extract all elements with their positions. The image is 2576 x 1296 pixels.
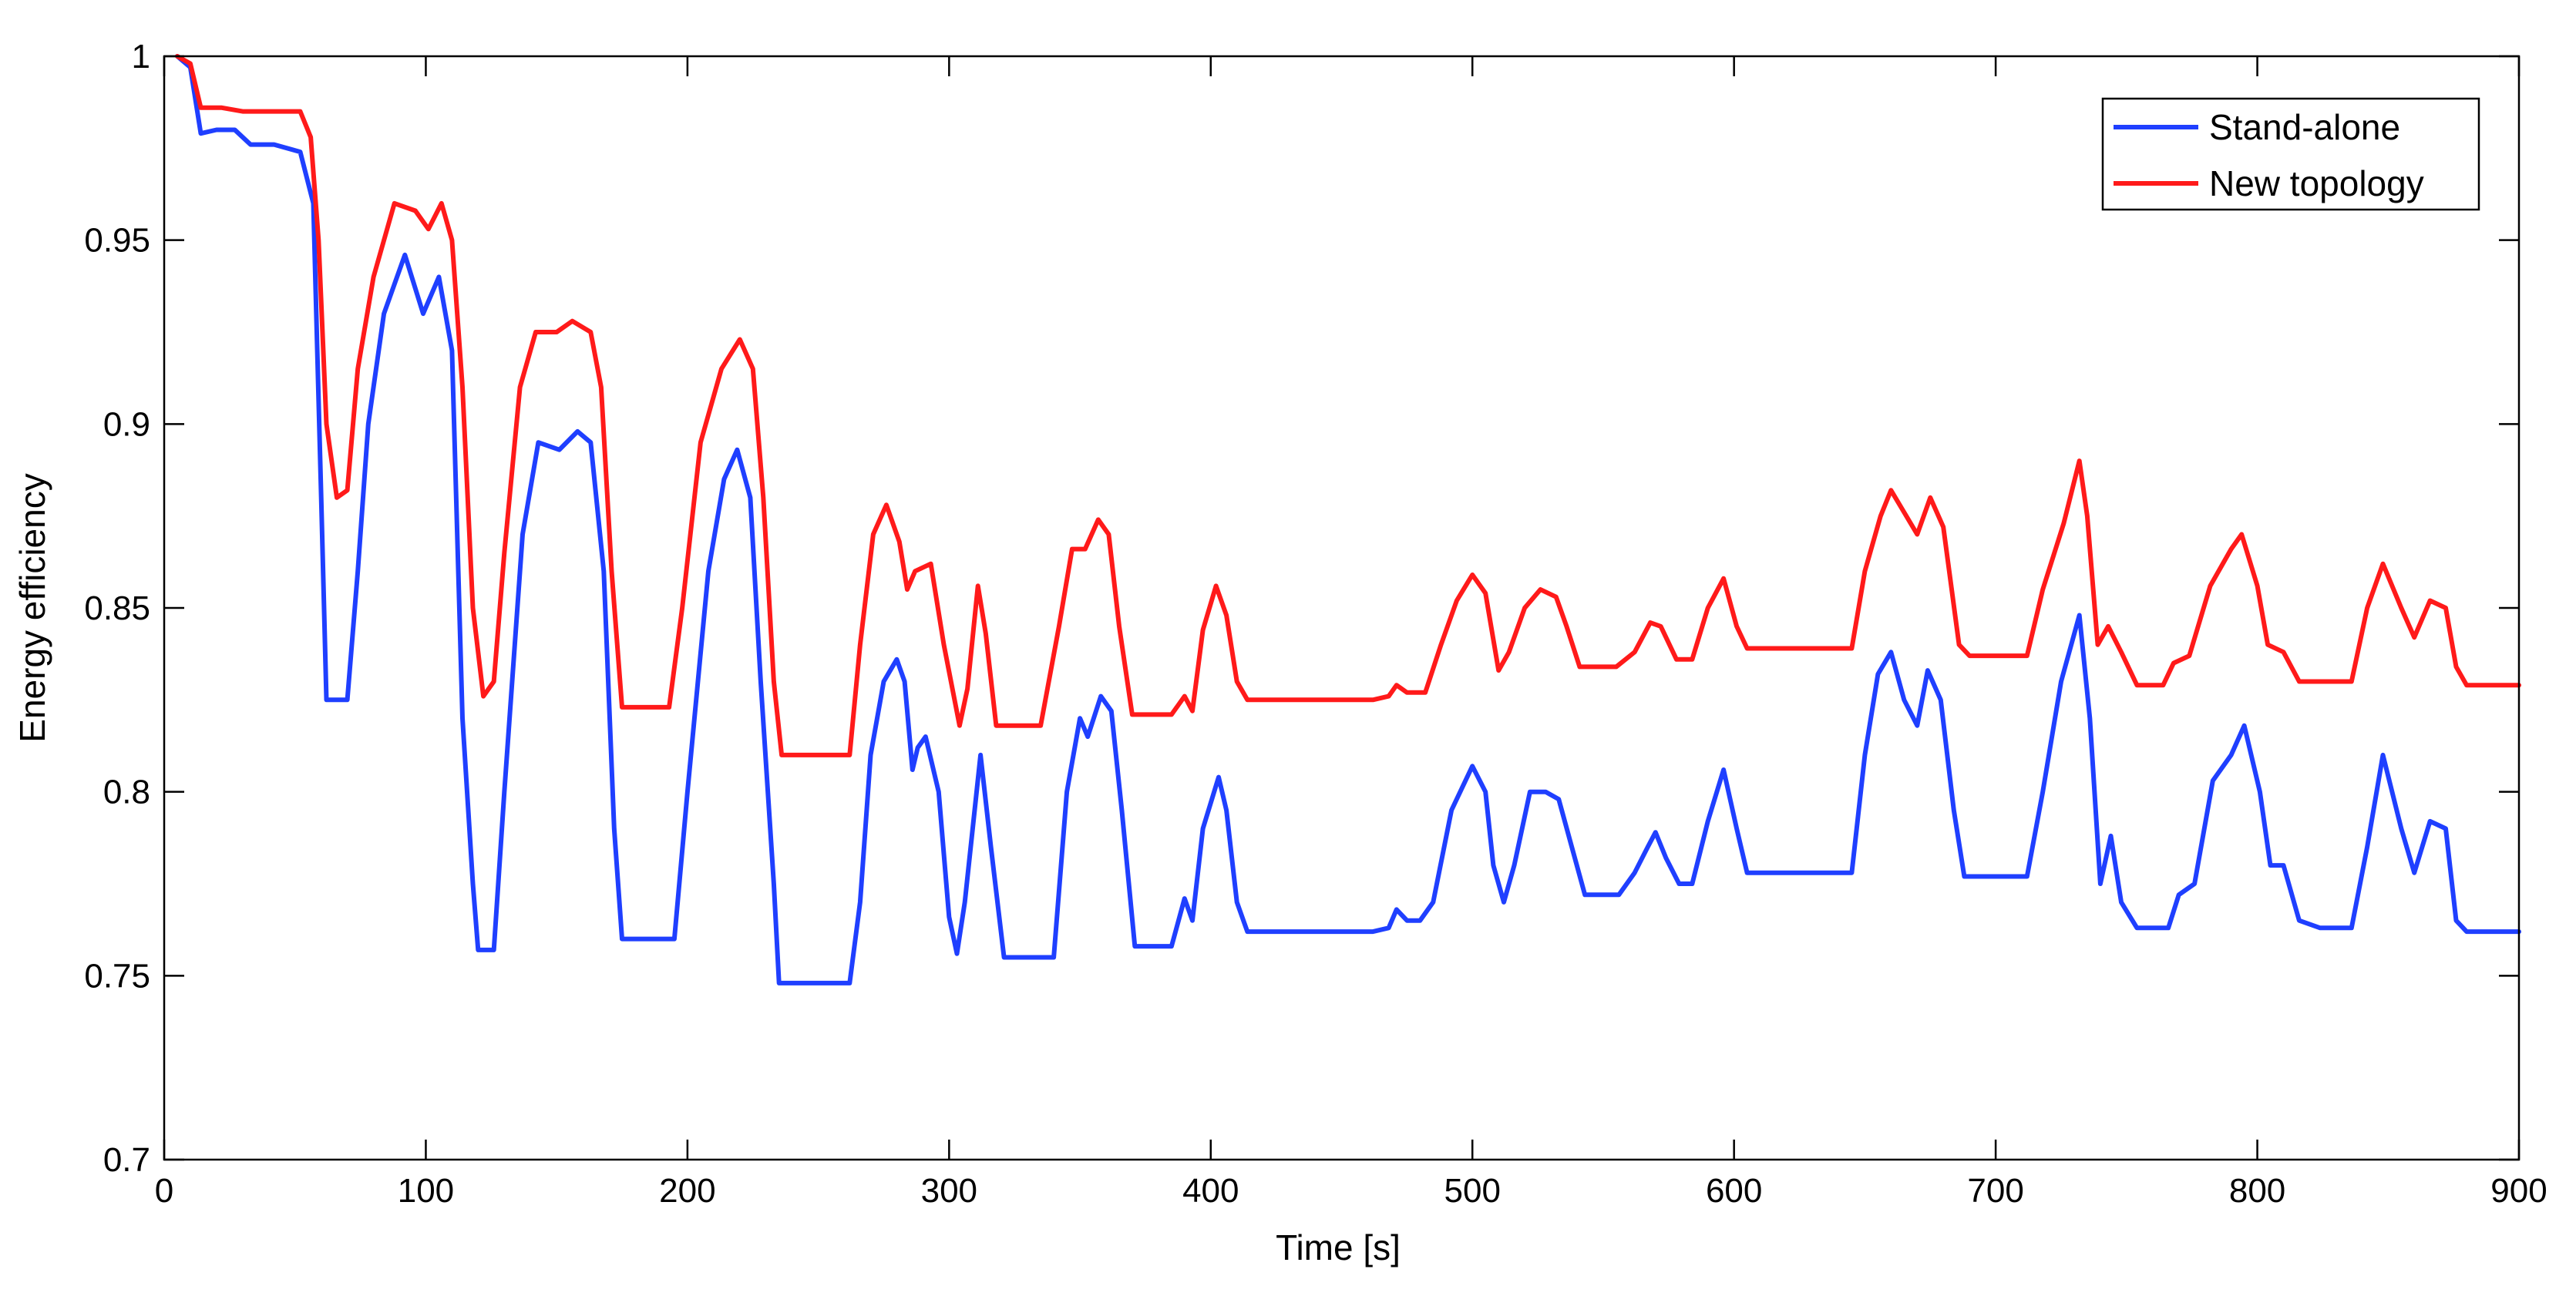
x-tick-label: 400 xyxy=(1182,1172,1239,1210)
x-tick-label: 500 xyxy=(1444,1172,1501,1210)
x-tick-label: 100 xyxy=(398,1172,454,1210)
series-layer xyxy=(175,54,2521,985)
y-tick-label: 0.9 xyxy=(103,405,150,443)
x-tick-label: 600 xyxy=(1706,1172,1762,1210)
x-tick-label: 200 xyxy=(659,1172,715,1210)
series-line-new-topology xyxy=(175,54,2521,757)
x-tick-label: 800 xyxy=(2229,1172,2285,1210)
series-line-stand-alone xyxy=(175,54,2521,985)
legend-label-new-topology: New topology xyxy=(2209,163,2424,203)
legend-label-stand-alone: Stand-alone xyxy=(2209,107,2400,147)
x-tick-label: 900 xyxy=(2490,1172,2547,1210)
legend-box xyxy=(2101,97,2480,211)
y-tick-label: 0.85 xyxy=(84,589,150,627)
legend: Stand-alone New topology xyxy=(2101,97,2480,211)
y-axis-ticks: 0.7 0.75 0.8 0.85 0.9 0.95 1 xyxy=(84,38,2519,1179)
x-axis-ticks: 0 100 200 300 400 500 600 700 800 900 xyxy=(155,56,2547,1210)
x-tick-label: 300 xyxy=(921,1172,977,1210)
y-tick-label: 0.8 xyxy=(103,774,150,811)
y-tick-label: 0.7 xyxy=(103,1141,150,1179)
y-tick-label: 0.95 xyxy=(84,222,150,260)
y-tick-label: 0.75 xyxy=(84,957,150,995)
x-tick-label: 700 xyxy=(1967,1172,2023,1210)
y-tick-label: 1 xyxy=(132,38,150,76)
x-axis-label: Time [s] xyxy=(1276,1227,1401,1267)
x-tick-label: 0 xyxy=(155,1172,173,1210)
y-axis-label: Energy efficiency xyxy=(12,473,52,742)
